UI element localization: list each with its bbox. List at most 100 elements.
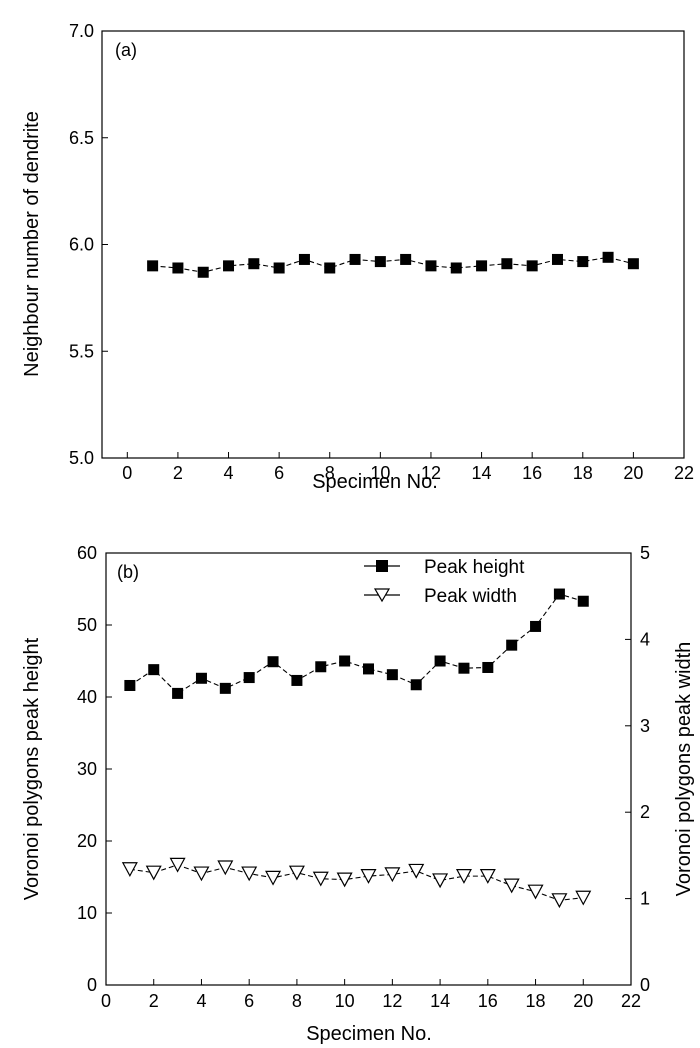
x-axis-title-b: Specimen No. — [306, 1023, 432, 1045]
legend-item-peak-height: Peak height — [364, 557, 525, 578]
x-tick-label: 4 — [224, 463, 234, 483]
legend-label-peak-height: Peak height — [424, 557, 525, 578]
data-point-peak-height — [291, 674, 303, 686]
data-point — [147, 260, 159, 272]
x-tick-label: 10 — [335, 991, 355, 1011]
data-point — [627, 258, 639, 270]
y-tick-label: 60 — [77, 543, 97, 563]
y-axis-left-b: 0 10 20 30 40 50 60 — [77, 543, 112, 995]
x-axis-b: 0 2 4 6 8 10 12 14 16 18 20 22 — [101, 979, 641, 1011]
y-axis-title-left-b: Voronoi polygons peak height — [21, 637, 43, 900]
data-point-peak-width — [145, 865, 162, 881]
y-tick-label: 5.0 — [69, 448, 94, 468]
data-point-peak-width — [288, 865, 305, 881]
data-point — [450, 262, 462, 274]
x-tick-label: 2 — [149, 991, 159, 1011]
data-point-peak-height — [577, 595, 589, 607]
y-axis-title-a: Neighbour number of dendrite — [21, 111, 43, 377]
data-point — [248, 258, 260, 270]
x-tick-label: 0 — [122, 463, 132, 483]
data-point — [197, 266, 209, 278]
data-point-peak-height — [458, 662, 470, 674]
data-point-peak-width — [312, 871, 329, 887]
y2-tick-label: 5 — [640, 543, 650, 563]
y-tick-label: 20 — [77, 831, 97, 851]
y-axis-title-right-b: Voronoi polygons peak width — [673, 642, 695, 897]
data-point-peak-width — [527, 884, 544, 900]
data-point — [526, 260, 538, 272]
y-axis-right-b: 0 1 2 3 4 5 — [625, 543, 650, 995]
chart-panel-a: 0 2 4 6 8 10 12 14 16 18 20 22 5.05.56.06.57.0 (a) … — [21, 21, 694, 493]
data-point-peak-width — [575, 890, 592, 906]
y2-tick-label: 4 — [640, 629, 650, 649]
data-point-peak-height — [243, 672, 255, 684]
data-point-peak-height — [267, 656, 279, 668]
y2-tick-label: 2 — [640, 802, 650, 822]
data-point-peak-width — [503, 878, 520, 894]
x-tick-label: 10 — [370, 463, 390, 483]
data-point — [349, 253, 361, 265]
data-point-peak-width — [217, 860, 234, 876]
x-tick-label: 4 — [196, 991, 206, 1011]
y-tick-label: 50 — [77, 615, 97, 635]
legend-item-peak-width: Peak width — [364, 586, 517, 607]
x-tick-label: 20 — [573, 991, 593, 1011]
data-point-peak-height — [506, 639, 518, 651]
x-tick-label: 22 — [621, 991, 641, 1011]
x-tick-label: 8 — [325, 463, 335, 483]
data-point-peak-width — [455, 869, 472, 884]
y-tick-label: 6.5 — [69, 128, 94, 148]
x-tick-label: 16 — [478, 991, 498, 1011]
y-axis-a: 5.0 5.5 6.0 6.5 7.0 — [69, 21, 108, 468]
x-tick-label: 0 — [101, 991, 111, 1011]
data-point-peak-width — [408, 863, 425, 879]
data-point — [324, 262, 336, 274]
data-point-peak-width — [479, 869, 496, 884]
x-tick-label: 6 — [274, 463, 284, 483]
data-point-peak-width — [432, 873, 449, 889]
data-point-peak-width — [551, 893, 568, 909]
data-point — [298, 253, 310, 265]
data-point-peak-width — [193, 866, 210, 882]
data-point-peak-height — [386, 669, 398, 681]
panel-label-a: (a) — [115, 40, 137, 60]
data-point-peak-height — [363, 663, 374, 675]
y2-tick-label: 3 — [640, 716, 650, 736]
x-axis-title-a: Specimen No. — [312, 471, 438, 493]
x-tick-label: 12 — [382, 991, 402, 1011]
data-point-peak-width — [265, 870, 282, 886]
data-point-peak-height — [195, 672, 207, 684]
x-tick-label: 14 — [430, 991, 450, 1011]
data-point-peak-width — [360, 869, 377, 884]
data-point-peak-width — [336, 872, 353, 888]
data-point-peak-height — [434, 655, 446, 667]
panel-label-b: (b) — [117, 562, 139, 582]
data-point-peak-width — [169, 857, 186, 873]
legend: Peak height Peak width — [364, 557, 525, 607]
plot-area-a — [147, 251, 639, 278]
x-tick-label: 14 — [472, 463, 492, 483]
y-tick-label: 7.0 — [69, 21, 94, 41]
y2-tick-label: 0 — [640, 975, 650, 995]
data-point — [273, 262, 285, 274]
x-tick-label: 2 — [173, 463, 183, 483]
x-tick-label: 18 — [573, 463, 593, 483]
x-tick-label: 18 — [526, 991, 546, 1011]
data-point — [400, 253, 412, 265]
data-point-peak-height — [553, 588, 565, 600]
legend-label-peak-width: Peak width — [424, 586, 517, 607]
plot-area-b — [121, 588, 592, 909]
data-point — [425, 260, 437, 272]
x-tick-label: 20 — [623, 463, 643, 483]
y-tick-label: 5.5 — [69, 341, 94, 361]
data-point-peak-height — [219, 682, 231, 694]
x-tick-label: 22 — [674, 463, 694, 483]
y-tick-label: 10 — [77, 903, 97, 923]
data-point-peak-width — [384, 867, 401, 883]
data-point-peak-width — [121, 862, 138, 877]
data-point-peak-height — [124, 679, 136, 691]
series-line-peak-height — [129, 593, 584, 695]
data-point-peak-height — [482, 661, 494, 673]
